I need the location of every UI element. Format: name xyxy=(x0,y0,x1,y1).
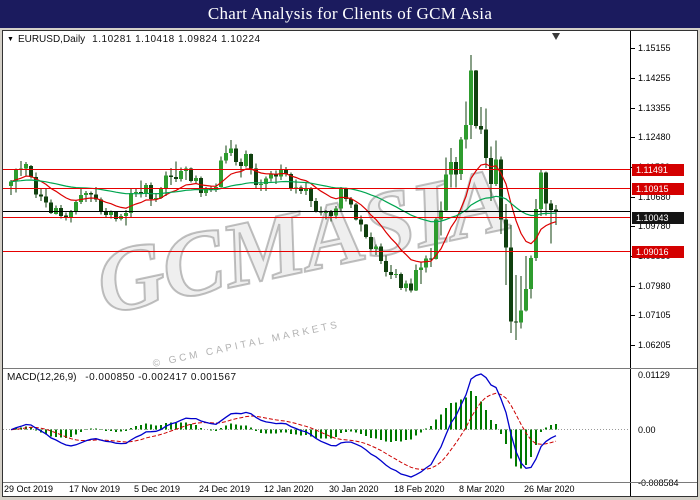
price-tick-mark xyxy=(631,48,635,49)
macd-values-label: -0.000850 -0.002417 0.001567 xyxy=(85,372,237,383)
price-tick-label: 1.15155 xyxy=(638,43,671,53)
time-axis-separator xyxy=(3,482,697,483)
time-axis-label: 8 Mar 2020 xyxy=(459,484,505,494)
macd-tick-label: 0.00 xyxy=(638,425,656,435)
time-axis-label: 29 Oct 2019 xyxy=(4,484,54,494)
hline-price-label: 1.11491 xyxy=(632,164,684,176)
ohlc-values-label: 1.10281 1.10418 1.09824 1.10224 xyxy=(92,34,261,45)
price-tick-mark xyxy=(631,78,635,79)
panel-separator[interactable] xyxy=(3,368,697,369)
symbol-info-bar: ▼ EURUSD,Daily 1.10281 1.10418 1.09824 1… xyxy=(7,34,261,45)
macd-tick-label: 0.01129 xyxy=(638,370,670,380)
symbol-timeframe-label: EURUSD,Daily xyxy=(17,34,86,45)
symbol-dropdown-icon[interactable]: ▼ xyxy=(7,36,14,43)
hline-price-label: 1.10043 xyxy=(632,212,684,224)
price-tick-mark xyxy=(631,315,635,316)
macd-chart-canvas[interactable] xyxy=(3,369,630,482)
price-scale[interactable]: 1.151551.142551.133551.124801.115801.106… xyxy=(630,31,697,496)
price-tick-mark xyxy=(631,137,635,138)
price-tick-label: 1.10680 xyxy=(638,192,671,202)
time-axis[interactable]: 29 Oct 2019 17 Nov 2019 5 Dec 2019 24 Dec 2… xyxy=(3,483,630,496)
price-tick-label: 1.13355 xyxy=(638,103,671,113)
time-axis-label: 17 Nov 2019 xyxy=(69,484,121,494)
price-tick-mark xyxy=(631,345,635,346)
hline-price-label: 1.10915 xyxy=(632,183,684,195)
macd-info-bar: MACD(12,26,9) -0.000850 -0.002417 0.0015… xyxy=(7,372,237,383)
time-axis-label: 24 Dec 2019 xyxy=(199,484,251,494)
price-tick-label: 1.14255 xyxy=(638,73,671,83)
time-axis-label: 18 Feb 2020 xyxy=(394,484,445,494)
chart-window: GCMASIA © GCM CAPITAL MARKETS ▼ EURUSD,D… xyxy=(2,30,698,497)
price-tick-label: 1.07980 xyxy=(638,281,671,291)
time-axis-label: 12 Jan 2020 xyxy=(264,484,314,494)
macd-tick-label: -0.008584 xyxy=(638,478,679,488)
price-tick-label: 1.12480 xyxy=(638,132,671,142)
price-tick-label: 1.07105 xyxy=(638,310,671,320)
price-tick-mark xyxy=(631,286,635,287)
chart-shift-marker-icon xyxy=(552,33,560,40)
time-axis-label: 30 Jan 2020 xyxy=(329,484,379,494)
time-axis-label: 5 Dec 2019 xyxy=(134,484,181,494)
macd-indicator-label: MACD(12,26,9) xyxy=(7,372,77,383)
page-title: Chart Analysis for Clients of GCM Asia xyxy=(207,4,493,23)
price-tick-mark xyxy=(631,197,635,198)
price-tick-mark xyxy=(631,108,635,109)
price-tick-mark xyxy=(631,226,635,227)
price-tick-label: 1.06205 xyxy=(638,340,671,350)
time-axis-label: 26 Mar 2020 xyxy=(524,484,575,494)
price-tick-label: 1.09780 xyxy=(638,221,671,231)
hline-price-label: 1.09016 xyxy=(632,246,684,258)
price-chart-canvas[interactable] xyxy=(3,31,630,368)
title-bar: Chart Analysis for Clients of GCM Asia xyxy=(0,0,700,28)
